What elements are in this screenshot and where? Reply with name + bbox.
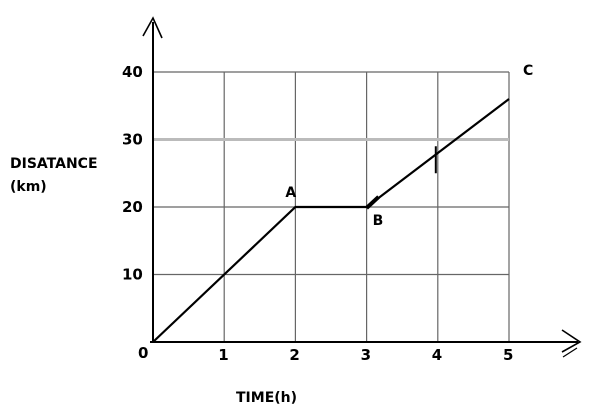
x-axis-label: TIME(h) <box>236 390 297 406</box>
axes <box>142 16 582 358</box>
y-tick-label-40: 40 <box>122 63 143 81</box>
y-axis-label-line-2: (km) <box>10 179 47 195</box>
origin-label: 0 <box>138 344 148 362</box>
labels: DISATANCE (km) TIME(h) 0 <box>10 156 297 406</box>
x-axis-squiggle <box>562 347 578 358</box>
x-tick-label-4: 4 <box>432 346 442 364</box>
grid <box>153 71 510 342</box>
x-tick-label-3: 3 <box>361 346 371 364</box>
series: A B C <box>152 63 533 343</box>
y-axis-arrow <box>142 16 163 39</box>
distance-line <box>152 98 510 343</box>
y-tick-label-10: 10 <box>122 266 143 284</box>
x-tick-label-5: 5 <box>503 346 513 364</box>
y-axis-label-line-1: DISATANCE <box>10 156 98 172</box>
y-tick-label-20: 20 <box>122 198 143 216</box>
point-label-b: B <box>373 213 384 229</box>
x-tick-label-1: 1 <box>218 346 228 364</box>
y-tick-label-30: 30 <box>122 131 143 149</box>
mark-near-b <box>365 195 380 210</box>
point-label-c: C <box>523 63 533 79</box>
point-label-a: A <box>285 185 296 201</box>
tick-labels: 1 2 3 4 5 10 20 30 40 <box>122 63 513 364</box>
x-axis-arrow <box>561 329 582 353</box>
x-tick-label-2: 2 <box>289 346 299 364</box>
